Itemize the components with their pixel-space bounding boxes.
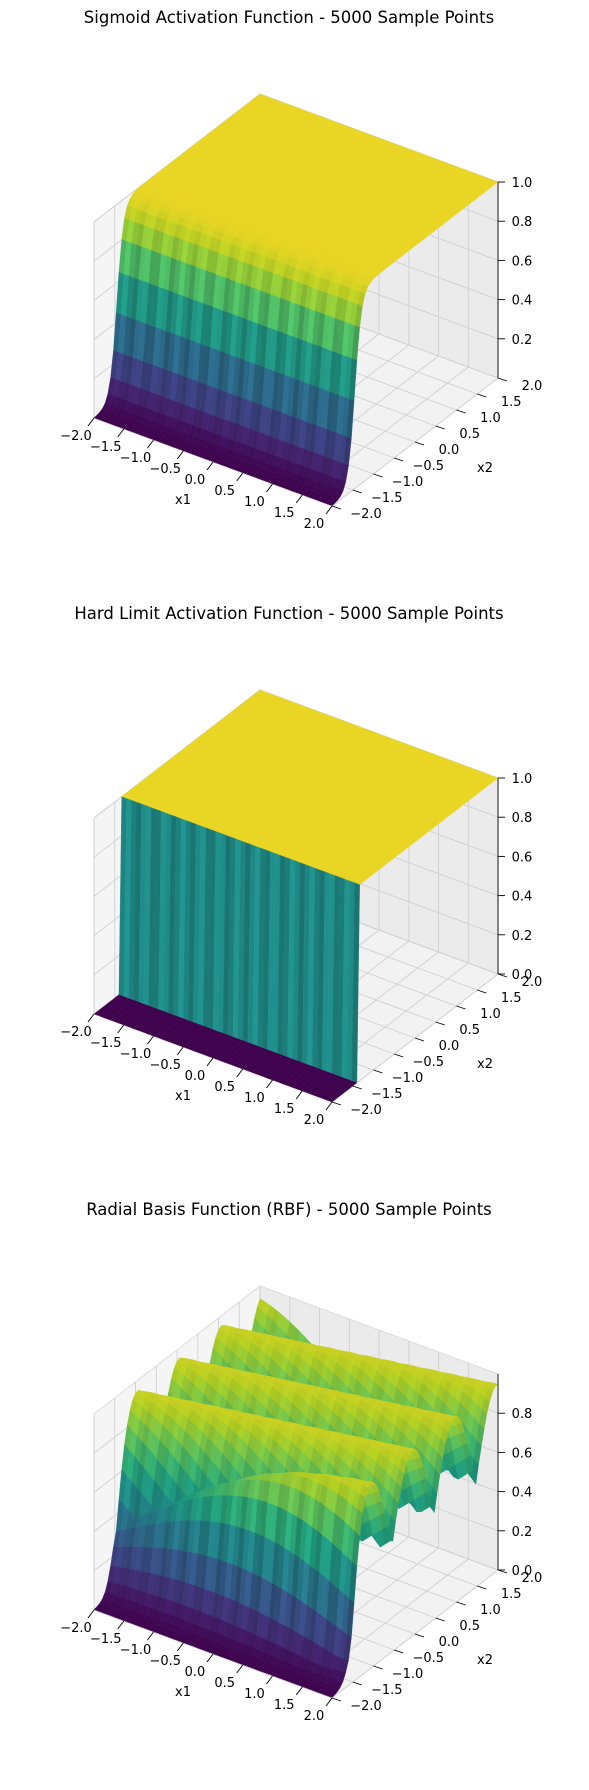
z-tick-label: 0.2 (512, 333, 533, 348)
surface (93, 689, 499, 1103)
x-axis-label: x1 (175, 493, 191, 508)
x-tick (176, 450, 184, 460)
x-tick-label: −2.0 (60, 429, 92, 444)
sigmoid-panel: Sigmoid Activation Function - 5000 Sampl… (0, 0, 589, 596)
x-tick-label: 0.0 (185, 473, 206, 488)
chart-title: Sigmoid Activation Function - 5000 Sampl… (83, 8, 495, 27)
x-tick-label: −1.5 (90, 440, 122, 455)
x-tick-label: −0.5 (149, 462, 181, 477)
y-tick (394, 457, 404, 462)
y-tick-label: 1.5 (501, 395, 522, 410)
y-tick (477, 393, 487, 398)
hardlimit-panel: Hard Limit Activation Function - 5000 Sa… (0, 596, 589, 1192)
x-tick-label: 2.0 (304, 517, 325, 532)
y-tick (331, 505, 342, 510)
y-tick (352, 489, 362, 494)
x-tick-label: 1.0 (244, 495, 265, 510)
x-tick (147, 439, 154, 449)
y-tick (414, 441, 425, 446)
x-tick-label: 0.5 (214, 484, 235, 499)
x-tick (87, 417, 95, 427)
y-tick-label: 0.5 (459, 427, 480, 442)
z-tick-label: 0.4 (512, 294, 533, 309)
z-tick-label: 0.6 (512, 254, 533, 269)
y-tick-label: −1.5 (371, 491, 403, 506)
y-axis-label: x2 (477, 461, 493, 476)
y-tick-label: 0.0 (439, 443, 460, 458)
x-tick (236, 472, 244, 482)
z-tick-label: 1.0 (512, 176, 533, 191)
x-tick (206, 461, 214, 471)
y-tick-label: −0.5 (412, 459, 444, 474)
y-tick (497, 377, 508, 382)
x-tick (295, 494, 303, 504)
x-tick-label: 1.5 (274, 506, 295, 521)
hardlimit-surface-plot: −2.0−1.5−1.0−0.50.00.51.01.52.0x1−2.0−1.… (60, 688, 542, 1128)
y-tick (373, 473, 383, 478)
x-tick (117, 428, 125, 438)
y-tick-label: −1.0 (392, 475, 424, 490)
y-tick-label: −2.0 (350, 507, 382, 522)
x-tick (325, 505, 333, 515)
chart-title: Hard Limit Activation Function - 5000 Sa… (74, 604, 504, 623)
y-tick-label: 1.0 (480, 411, 501, 426)
y-tick-label: 2.0 (522, 379, 543, 394)
z-tick-label: 0.8 (512, 215, 533, 230)
x-tick (266, 483, 273, 493)
sigmoid-surface-plot: −2.0−1.5−1.0−0.50.00.51.01.52.0x1−2.0−1.… (60, 92, 542, 532)
surface-facet (326, 501, 336, 506)
x-tick-label: −1.0 (120, 451, 152, 466)
y-tick (456, 409, 466, 414)
surface (93, 93, 499, 506)
axes: −2.0−1.5−1.0−0.50.00.51.01.52.0x1−2.0−1.… (60, 176, 542, 532)
y-tick (435, 425, 445, 430)
